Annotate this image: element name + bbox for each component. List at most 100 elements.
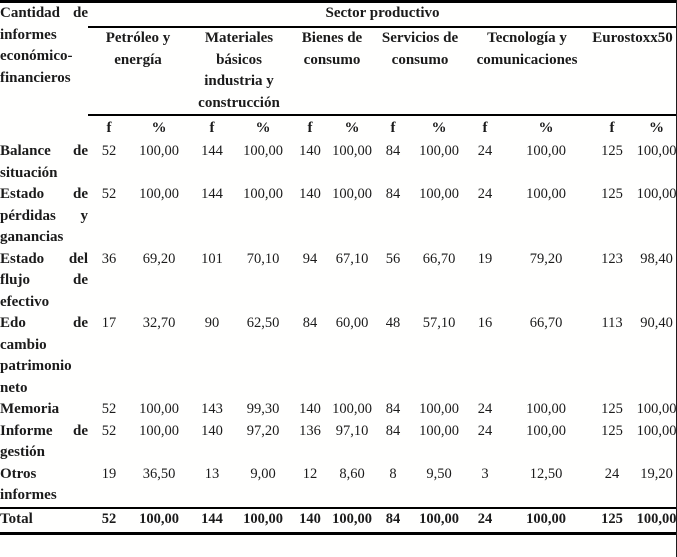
cell-frequency: 140	[290, 506, 330, 534]
cell-frequency: 143	[201, 401, 223, 417]
cell-frequency: 125	[601, 186, 623, 202]
cell-frequency: 52	[101, 186, 117, 202]
row-label: Informe de gestión	[0, 422, 88, 461]
cell-frequency: 24	[477, 143, 493, 159]
freq-subheader: f	[106, 120, 112, 136]
cell-frequency: 8	[389, 465, 397, 482]
cell-frequency: 125	[601, 422, 623, 439]
percent-subheader: %	[538, 120, 554, 136]
cell-frequency: 140	[299, 186, 321, 202]
cell-frequency: 24	[477, 422, 493, 439]
cell-percent: 100,00	[130, 506, 188, 534]
cell-percent: 98,40	[640, 250, 673, 267]
freq-subheader: f	[609, 120, 615, 136]
sector-header-petroleo-energia: Petróleo y energía	[88, 27, 188, 116]
cell-frequency: 52	[101, 143, 117, 159]
cell-percent: 100,00	[526, 422, 566, 439]
freq-subheader: f	[390, 120, 396, 136]
cell-frequency: 84	[385, 143, 401, 159]
percent-subheader: %	[649, 120, 665, 136]
percent-subheader: %	[431, 120, 447, 136]
cell-percent: 69,20	[142, 250, 176, 267]
cell-percent: 8,60	[339, 465, 365, 482]
cell-frequency: 140	[299, 401, 321, 417]
header-row-group: Cantidad de informes económico-financier…	[0, 1, 676, 86]
cell-frequency: 125	[588, 506, 636, 534]
cell-percent: 100,00	[139, 401, 179, 417]
cell-percent: 100,00	[419, 401, 459, 417]
percent-subheader: %	[344, 120, 360, 136]
cell-frequency: 125	[601, 143, 623, 159]
cell-percent: 60,00	[335, 315, 369, 331]
cell-percent: 90,40	[640, 315, 673, 331]
table-row: Balance de situación 52 100,00 144 100,00 140…	[0, 141, 676, 184]
cell-frequency: 24	[604, 465, 620, 482]
cell-frequency: 56	[385, 250, 401, 267]
cell-frequency: 36	[101, 250, 117, 267]
cell-percent: 100,00	[332, 186, 372, 202]
cell-frequency: 17	[101, 315, 117, 331]
cell-percent: 79,20	[529, 250, 563, 267]
cell-frequency: 136	[299, 422, 321, 439]
row-label: Memoria	[0, 401, 60, 417]
cell-percent: 100,00	[139, 143, 179, 159]
cell-frequency: 12	[302, 465, 318, 482]
percent-subheader: %	[255, 120, 271, 136]
cell-percent: 32,70	[142, 315, 176, 331]
freq-subheader: f	[209, 120, 215, 136]
cell-percent: 99,30	[246, 401, 280, 417]
row-label: Edo de cambio patrimonio neto	[0, 315, 88, 396]
table-row: Edo de cambio patrimonio neto 17 32,70 90 62…	[0, 313, 676, 399]
row-label: Balance de situación	[0, 143, 88, 181]
cell-frequency: 13	[204, 465, 220, 482]
table-row: Otros informes 19 36,50 13 9,00 12 8,60 8 9,50 3 1…	[0, 464, 676, 508]
cell-percent: 100,00	[504, 506, 588, 534]
table-row: Memoria 52 100,00 143 99,30 140 100,00 84 100,00…	[0, 399, 677, 421]
cell-percent: 100,00	[636, 186, 677, 202]
cell-percent: 100,00	[526, 186, 566, 202]
cell-percent: 100,00	[419, 186, 459, 202]
cell-percent: 100,00	[236, 506, 290, 534]
header-row-subcolumns: f % f % f % f % f % f %	[0, 115, 676, 141]
cell-frequency: 52	[101, 422, 117, 439]
table-row: Estado de pérdidas y ganancias 52 100,00 14…	[0, 184, 677, 249]
cell-percent: 97,20	[246, 422, 280, 439]
header-row-sectors: Petróleo y energía Materiales básicos in…	[0, 27, 676, 116]
sector-header-materiales-basicos: Materiales básicos industria y construcc…	[188, 27, 290, 116]
cell-frequency: 19	[101, 465, 117, 482]
cell-frequency: 84	[385, 401, 401, 417]
cell-percent: 100,00	[332, 401, 372, 417]
cell-frequency: 94	[302, 250, 318, 267]
cell-percent: 100,00	[636, 401, 677, 417]
cell-percent: 100,00	[526, 143, 566, 159]
cell-frequency: 144	[201, 186, 223, 202]
cell-percent: 57,10	[422, 315, 456, 331]
cell-percent: 100,00	[636, 506, 676, 534]
table-row: Estado del flujo de efectivo 36 69,20 101 70…	[0, 249, 676, 314]
cell-frequency: 3	[481, 465, 489, 482]
cell-percent: 97,10	[335, 422, 369, 439]
cell-percent: 12,50	[529, 465, 563, 482]
cell-frequency: 113	[601, 315, 623, 331]
cell-frequency: 125	[601, 401, 623, 417]
sector-header-tecnologia-comunicaciones: Tecnología y comunicaciones	[466, 27, 588, 116]
cell-frequency: 24	[477, 401, 493, 417]
table-body: Balance de situación 52 100,00 144 100,00 140…	[0, 141, 677, 534]
total-row: Total 52 100,00 144 100,00 140 100,00 84 100,00 2…	[0, 506, 676, 534]
freq-subheader: f	[482, 120, 488, 136]
cell-percent: 100,00	[412, 506, 466, 534]
corner-header: Cantidad de informes económico-financier…	[0, 5, 88, 86]
cell-percent: 66,70	[422, 250, 456, 267]
cell-percent: 67,10	[335, 250, 369, 267]
cell-percent: 100,00	[332, 143, 372, 159]
report-frequency-table: Cantidad de informes económico-financier…	[0, 0, 677, 535]
sector-productivo-header: Sector productivo	[88, 1, 676, 28]
cell-frequency: 24	[477, 186, 493, 202]
cell-frequency: 144	[201, 143, 223, 159]
sector-header-eurostoxx50: Eurostoxx50	[588, 27, 676, 116]
cell-percent: 66,70	[529, 315, 563, 331]
cell-percent: 70,10	[246, 250, 280, 267]
cell-percent: 100,00	[243, 143, 283, 159]
cell-frequency: 123	[601, 250, 623, 267]
cell-percent: 100,00	[139, 422, 179, 439]
